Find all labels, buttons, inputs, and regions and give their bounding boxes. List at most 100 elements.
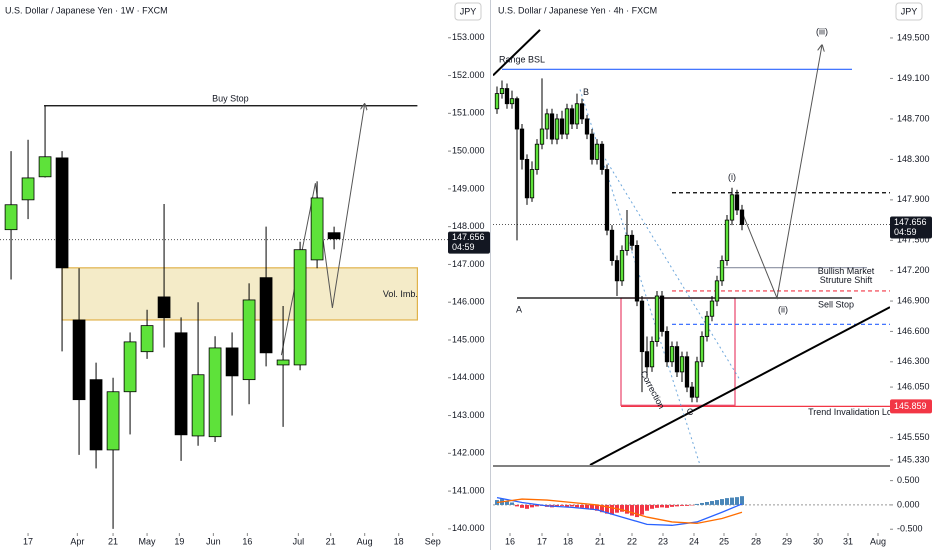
candle-body — [514, 98, 520, 130]
y-tick-label: 149.000 — [452, 183, 485, 193]
candle-body — [259, 277, 273, 354]
candle-body — [327, 232, 341, 240]
histogram-bar — [700, 502, 704, 505]
candle-body — [519, 128, 525, 160]
candle-body — [649, 341, 655, 368]
oscillator-line — [496, 498, 743, 525]
x-tick-label: 21 — [326, 536, 336, 546]
y-tick-label: 144.000 — [452, 372, 485, 382]
histogram-bar — [720, 499, 724, 505]
y-tick-label: 145.330 — [897, 454, 930, 464]
candle-body — [584, 118, 590, 135]
annotation: Vol. Imb. — [383, 289, 418, 299]
candle-body — [684, 356, 690, 388]
histogram-bar — [595, 504, 599, 511]
histogram-bar — [665, 504, 669, 508]
candle-body — [89, 379, 103, 451]
histogram-bar — [505, 501, 509, 505]
y-tick-label: 152.000 — [452, 70, 485, 80]
annotation: Trend Invalidation Long — [808, 407, 902, 417]
zone-box — [61, 267, 418, 321]
candle-body — [293, 249, 307, 366]
x-tick-label: 16 — [505, 536, 515, 546]
histogram-bar — [625, 504, 629, 514]
y-tick-label: 147.900 — [897, 194, 930, 204]
price-tag — [448, 231, 490, 254]
histogram-bar — [635, 504, 639, 518]
candle-body — [191, 374, 205, 437]
histogram-bar — [515, 504, 519, 507]
y-tick-label: -0.500 — [897, 524, 923, 534]
candle-body — [659, 295, 665, 332]
y-tick-label: 150.000 — [452, 145, 485, 155]
x-tick-label: 29 — [782, 536, 792, 546]
currency-box — [895, 2, 923, 21]
candle-body — [564, 108, 570, 135]
countdown: 04:59 — [894, 227, 917, 237]
histogram-bar — [680, 504, 684, 506]
histogram-bar — [590, 504, 594, 510]
x-tick-label: May — [139, 536, 157, 546]
candle-body — [140, 325, 154, 353]
candle-body — [225, 347, 239, 377]
histogram-bar — [510, 502, 514, 505]
candle-body — [123, 341, 137, 393]
invalidation-tag-label: 145.859 — [894, 401, 927, 411]
plot-area: Range BSL A B C (i) (ii) (iii) Bullish MarketSt… — [493, 26, 902, 465]
y-tick-label: 141.000 — [452, 485, 485, 495]
histogram-bar — [560, 504, 564, 506]
histogram-bar — [685, 504, 689, 506]
y-tick-label: 140.000 — [452, 523, 485, 533]
candle-body — [539, 128, 545, 145]
candle-body — [574, 103, 580, 125]
histogram-bar — [620, 504, 624, 512]
x-tick-label: 17 — [23, 536, 33, 546]
annotation: Struture Shift — [820, 275, 873, 285]
price-tag — [890, 216, 932, 239]
y-tick-label: 146.600 — [897, 326, 930, 336]
y-tick-label: 143.000 — [452, 410, 485, 420]
candle-body — [624, 234, 630, 251]
histogram-bar — [575, 504, 579, 508]
drawing-line — [741, 45, 822, 300]
histogram-bar — [600, 504, 604, 513]
candle-body — [614, 260, 620, 282]
histogram-bar — [645, 504, 649, 511]
x-tick-label: 21 — [595, 536, 605, 546]
oscillator-line — [496, 496, 743, 526]
candle-body — [38, 156, 52, 178]
y-tick-label: 151.000 — [452, 108, 485, 118]
histogram-bar — [555, 504, 559, 507]
annotation: Range BSL — [499, 55, 545, 65]
y-tick-label: 148.700 — [897, 113, 930, 123]
y-tick-label: 145.550 — [897, 432, 930, 442]
y-tick-label: 147.500 — [897, 235, 930, 245]
x-tick-label: Apr — [70, 536, 84, 546]
x-tick-label: 19 — [174, 536, 184, 546]
y-tick-label: 146.000 — [452, 297, 485, 307]
price-tag-label: 147.656 — [894, 217, 927, 227]
histogram-bar — [650, 504, 654, 509]
histogram-bar — [710, 501, 714, 505]
y-tick-label: 0.000 — [897, 499, 920, 509]
x-tick-label: Jul — [293, 536, 305, 546]
candle-body — [719, 260, 725, 282]
candle-body — [499, 88, 505, 95]
y-tick-label: 145.000 — [452, 334, 485, 344]
candle-body — [629, 234, 635, 246]
candle-body — [554, 118, 560, 140]
candle-body — [714, 280, 720, 302]
candle-body — [569, 108, 575, 125]
currency: JPY — [901, 6, 918, 16]
x-tick-label: 18 — [394, 536, 404, 546]
candle-body — [534, 143, 540, 170]
candle-body — [544, 113, 550, 130]
candle-body — [55, 157, 69, 269]
histogram-bar — [585, 504, 589, 509]
x-tick-label: Aug — [870, 536, 886, 546]
candle-body — [310, 197, 324, 261]
candle-body — [157, 296, 171, 319]
